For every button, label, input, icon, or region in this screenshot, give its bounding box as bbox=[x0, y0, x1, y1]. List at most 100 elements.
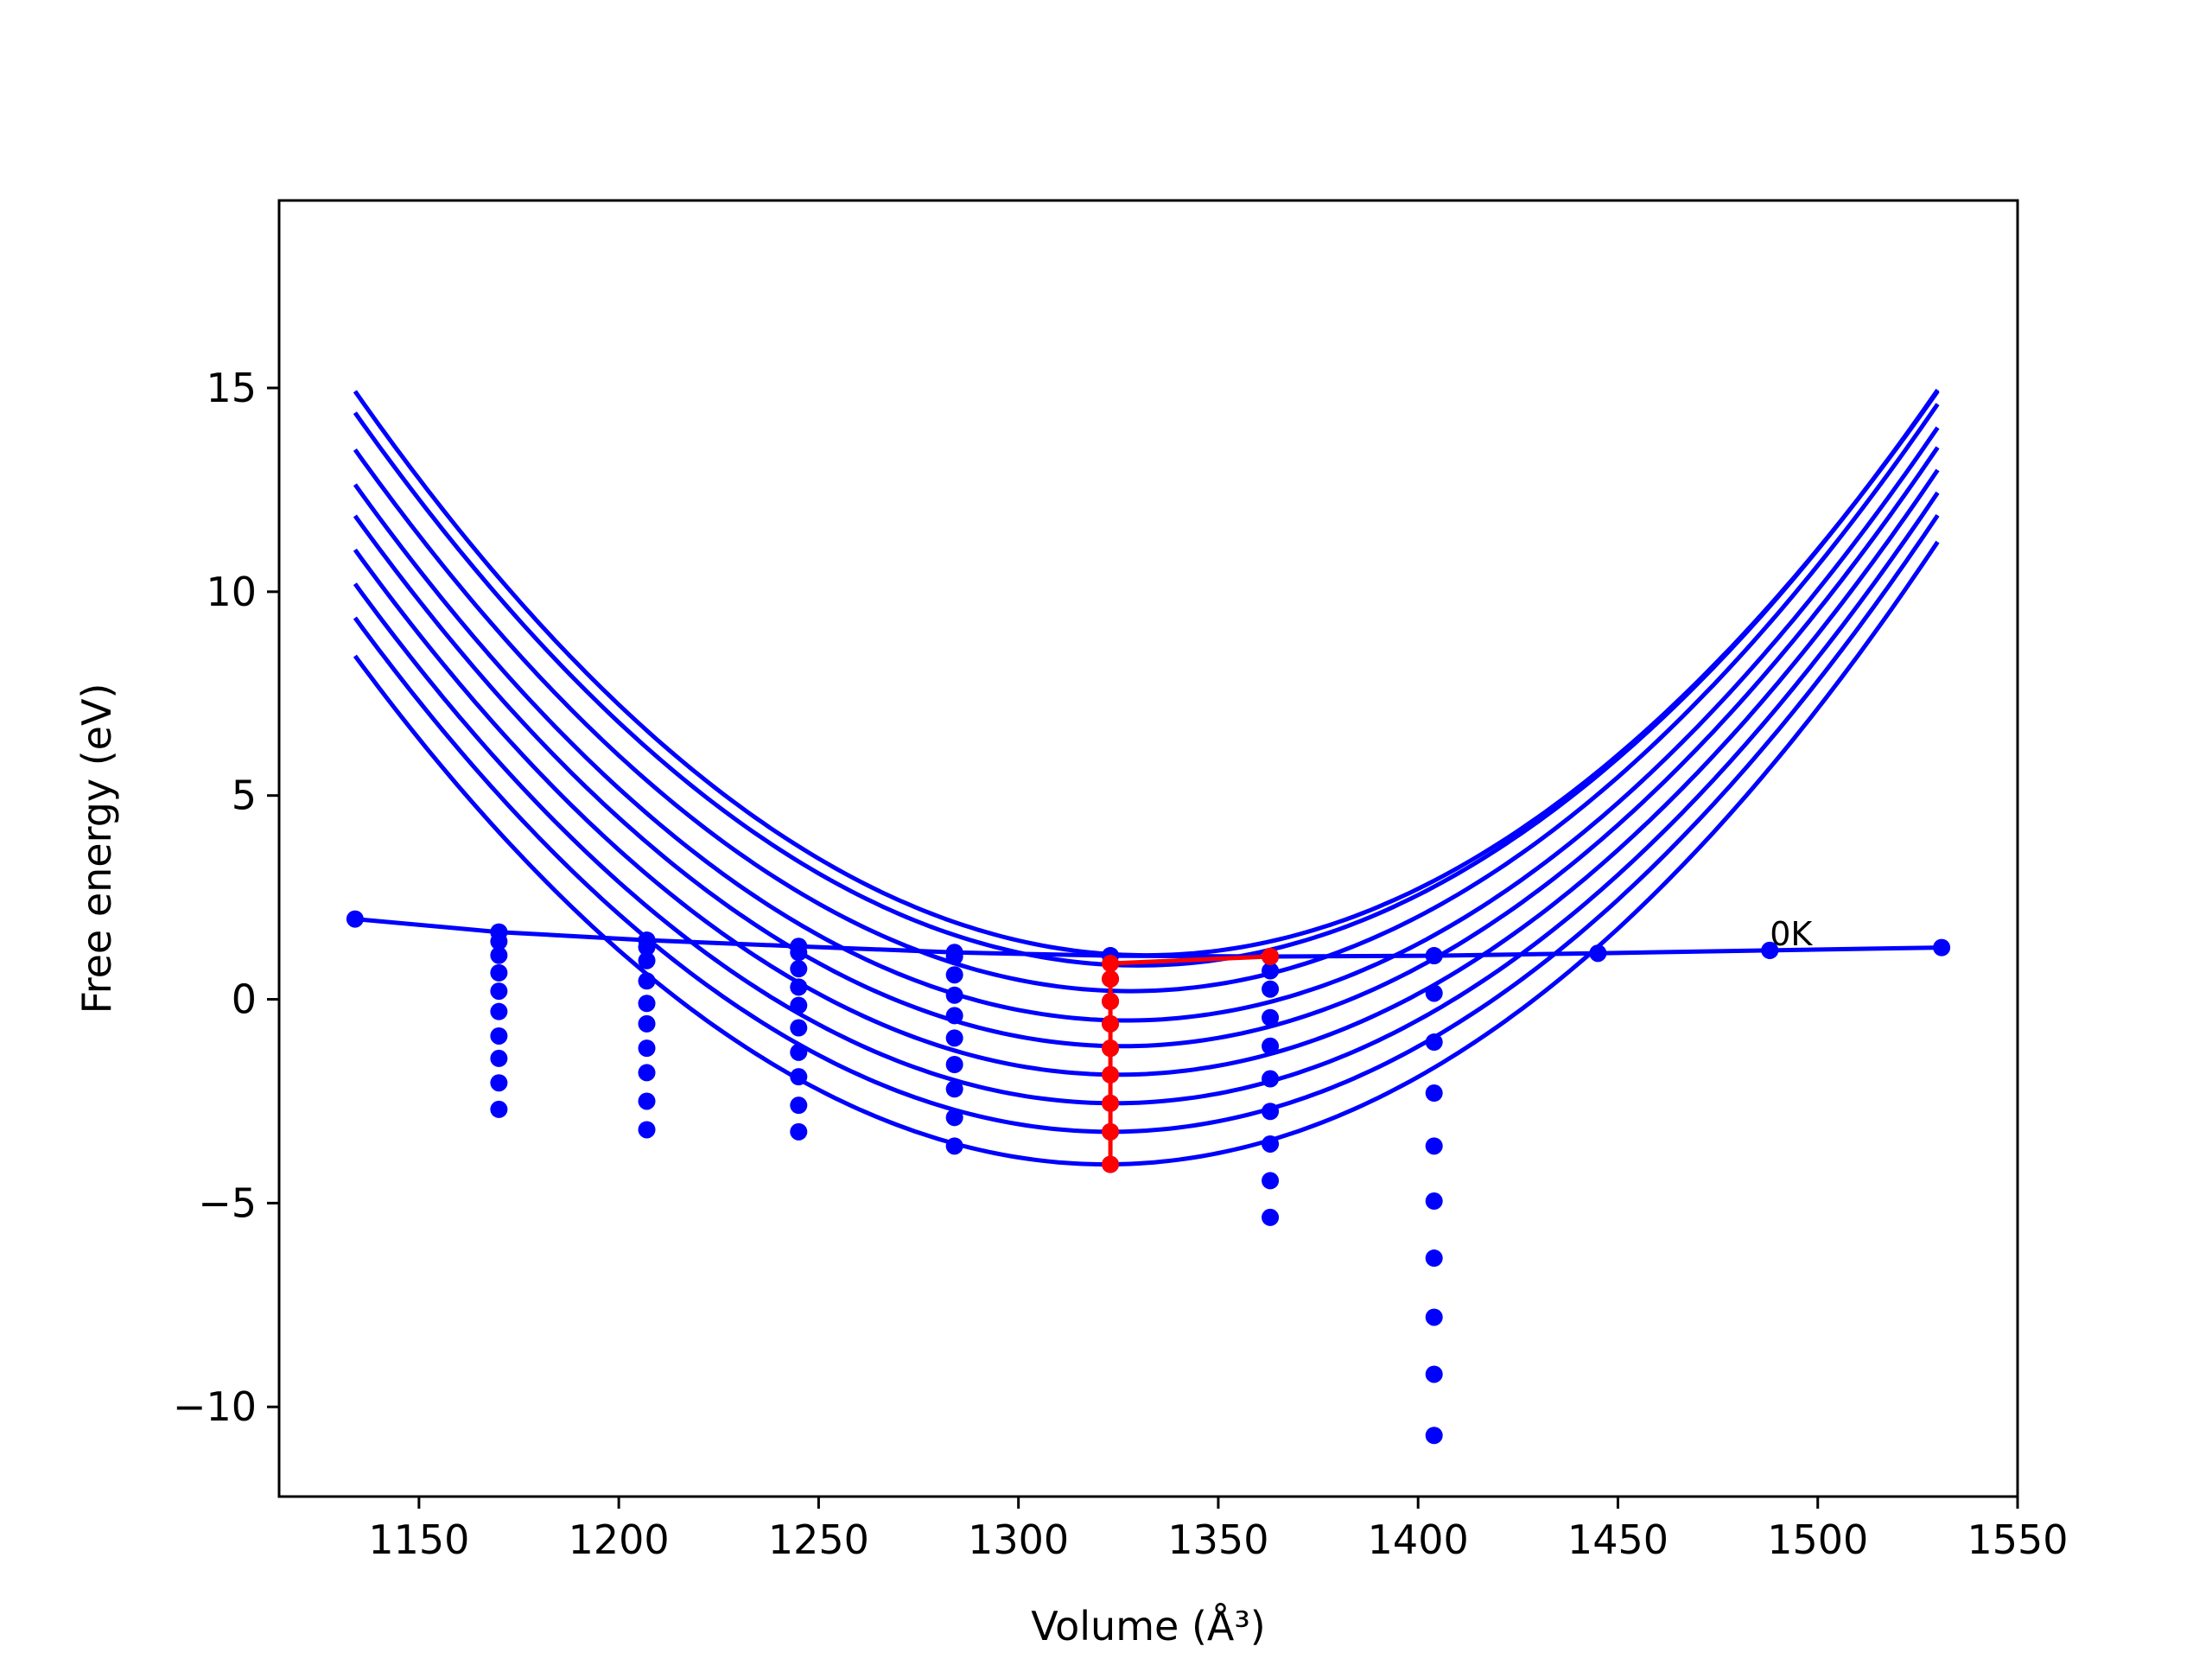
data-point bbox=[1262, 1135, 1280, 1153]
data-point bbox=[638, 1014, 656, 1033]
fitted-curve-5 bbox=[353, 446, 1940, 1049]
data-point bbox=[638, 938, 656, 957]
data-point bbox=[1425, 1365, 1443, 1383]
data-point bbox=[1262, 1037, 1280, 1055]
minimum-point bbox=[1102, 1065, 1120, 1084]
fitted-curve-2 bbox=[353, 388, 1940, 968]
x-tick-label: 1300 bbox=[968, 1516, 1069, 1563]
data-point bbox=[1262, 1208, 1280, 1226]
data-point bbox=[638, 1092, 656, 1110]
data-point bbox=[790, 960, 808, 978]
x-tick-label: 1150 bbox=[368, 1516, 469, 1563]
minimum-point bbox=[1102, 1122, 1120, 1141]
data-point bbox=[1425, 984, 1443, 1002]
data-point bbox=[790, 978, 808, 996]
data-point bbox=[945, 1056, 963, 1073]
data-point bbox=[1425, 1033, 1443, 1052]
data-point bbox=[945, 948, 963, 965]
fitted-curve-8 bbox=[353, 513, 1940, 1135]
data-point bbox=[1425, 1249, 1443, 1268]
fitted-curves bbox=[353, 388, 1940, 1167]
data-point bbox=[790, 1068, 808, 1086]
x-tick-label: 1550 bbox=[1967, 1516, 2068, 1563]
x-tick-label: 1400 bbox=[1368, 1516, 1469, 1563]
data-point bbox=[790, 944, 808, 962]
data-point bbox=[638, 1121, 656, 1139]
minimum-point bbox=[1102, 955, 1120, 973]
data-point bbox=[490, 946, 508, 964]
x-tick-label: 1500 bbox=[1767, 1516, 1868, 1563]
data-point bbox=[1425, 947, 1443, 965]
zero-kelvin-point bbox=[346, 910, 364, 928]
x-axis-ticks: 1150 1200 1250 1300 1350 1400 1450 1500 1550 bbox=[368, 1497, 2069, 1563]
data-point bbox=[1425, 1137, 1443, 1155]
data-point bbox=[790, 1096, 808, 1115]
minimum-point bbox=[1262, 948, 1280, 965]
minimum-path bbox=[1102, 948, 1280, 1173]
zero-kelvin-label: 0K bbox=[1770, 915, 1813, 953]
data-point bbox=[945, 986, 963, 1004]
data-point bbox=[1262, 1008, 1280, 1027]
y-axis-ticks: −10 −5 0 5 10 15 bbox=[173, 365, 279, 1430]
x-tick-label: 1250 bbox=[768, 1516, 869, 1563]
minimum-point bbox=[1102, 969, 1120, 988]
data-point bbox=[1761, 941, 1779, 959]
data-point bbox=[1262, 1103, 1280, 1121]
fitted-curve-1 bbox=[353, 390, 1940, 958]
x-tick-label: 1450 bbox=[1567, 1516, 1669, 1563]
y-tick-label: 15 bbox=[206, 365, 257, 411]
minimum-point bbox=[1102, 1014, 1120, 1033]
data-point bbox=[945, 966, 963, 984]
y-axis-title: Free energy (eV) bbox=[73, 683, 120, 1014]
data-point bbox=[790, 1122, 808, 1141]
data-point bbox=[638, 995, 656, 1013]
data-point bbox=[945, 1007, 963, 1025]
fitted-curve-4 bbox=[353, 426, 1940, 1023]
data-point bbox=[1425, 1427, 1443, 1445]
data-point bbox=[945, 1029, 963, 1047]
y-tick-label: −10 bbox=[173, 1383, 257, 1430]
y-tick-label: 10 bbox=[206, 569, 257, 615]
data-point bbox=[1262, 1070, 1280, 1088]
data-point bbox=[1262, 980, 1280, 998]
data-point bbox=[1425, 1084, 1443, 1103]
data-point bbox=[945, 1137, 963, 1155]
data-point bbox=[490, 1074, 508, 1092]
data-point bbox=[490, 1049, 508, 1067]
data-point bbox=[945, 1109, 963, 1127]
data-point bbox=[1262, 962, 1280, 980]
fitted-curve-6 bbox=[353, 468, 1940, 1077]
data-point bbox=[490, 932, 508, 950]
data-point bbox=[638, 951, 656, 969]
data-point bbox=[490, 982, 508, 1001]
data-point bbox=[638, 1064, 656, 1082]
minimum-point bbox=[1102, 1094, 1120, 1112]
fitted-curve-3 bbox=[353, 403, 1940, 994]
data-point bbox=[945, 1080, 963, 1098]
y-tick-label: −5 bbox=[198, 1179, 257, 1226]
plot-frame bbox=[277, 199, 2019, 1498]
data-point bbox=[490, 1027, 508, 1045]
x-tick-label: 1350 bbox=[1167, 1516, 1268, 1563]
fitted-curve-9 bbox=[353, 540, 1940, 1167]
data-point bbox=[490, 1002, 508, 1020]
data-point bbox=[790, 1043, 808, 1061]
data-point bbox=[790, 1019, 808, 1037]
data-point bbox=[790, 996, 808, 1014]
y-tick-label: 5 bbox=[232, 772, 257, 819]
fitted-curve-7 bbox=[353, 491, 1940, 1106]
minimum-point bbox=[1102, 992, 1120, 1010]
x-tick-label: 1200 bbox=[569, 1516, 670, 1563]
data-point bbox=[490, 963, 508, 982]
data-point bbox=[1425, 1192, 1443, 1211]
y-tick-label: 0 bbox=[232, 976, 257, 1023]
zero-kelvin-point bbox=[1933, 938, 1951, 957]
data-point bbox=[1589, 944, 1607, 963]
data-point bbox=[638, 1039, 656, 1058]
data-point bbox=[1425, 1308, 1443, 1326]
minimum-point bbox=[1102, 1155, 1120, 1173]
data-point bbox=[638, 972, 656, 990]
data-point bbox=[1262, 1172, 1280, 1190]
minimum-point bbox=[1102, 1039, 1120, 1058]
